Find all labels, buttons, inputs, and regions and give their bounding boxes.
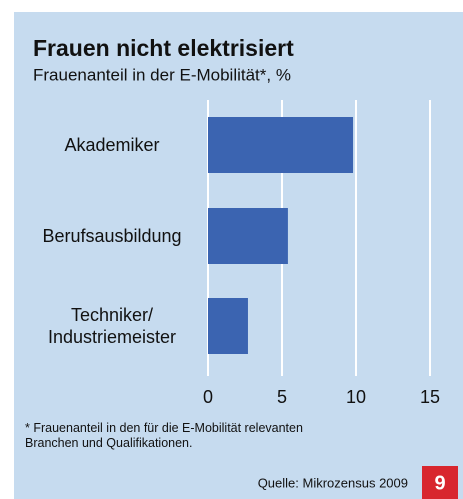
bar (208, 117, 354, 173)
x-tick-label: 5 (277, 387, 287, 407)
category-label: Berufsausbildung (42, 226, 182, 246)
x-tick-label: 10 (346, 387, 366, 407)
footnote: * Frauenanteil in den für die E-Mobilitä… (25, 421, 303, 450)
chart-subtitle: Frauenanteil in der E-Mobilität*, % (33, 65, 291, 84)
category-label: Akademiker (64, 135, 160, 155)
bar (208, 208, 288, 264)
page-badge (422, 466, 458, 499)
bar (208, 298, 248, 354)
page-number: 9 (434, 472, 445, 494)
chart-title: Frauen nicht elektrisiert (33, 35, 294, 61)
source: Quelle: Mikrozensus 2009 (258, 475, 408, 490)
category-label: Techniker/ Industriemeister (47, 305, 177, 347)
x-tick-label: 0 (203, 387, 213, 407)
x-tick-label: 15 (420, 387, 440, 407)
